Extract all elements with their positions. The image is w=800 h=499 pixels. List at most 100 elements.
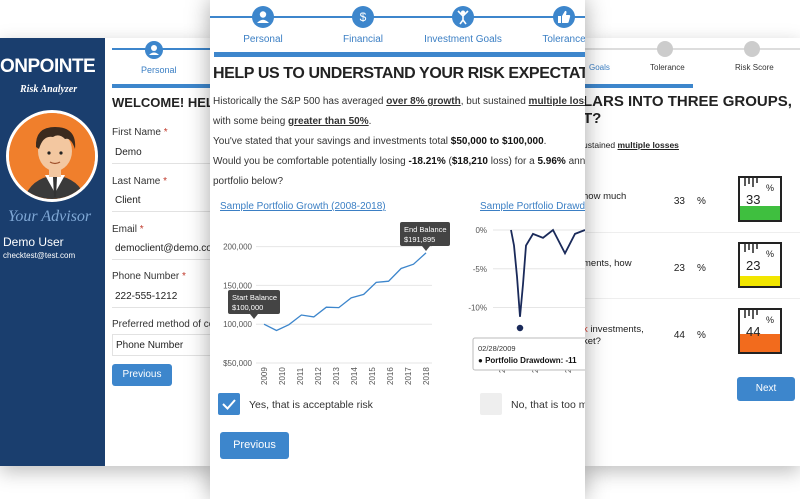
- accept-risk-checkbox[interactable]: [218, 393, 240, 415]
- right-heading-line2: T?: [583, 110, 602, 127]
- logo-subtitle: Risk Analyzer: [20, 84, 78, 95]
- company-logo: ONPOINTE: [0, 56, 96, 77]
- x-tick-label: 2012: [314, 367, 323, 385]
- left-progress-bar: [112, 84, 215, 88]
- first-name-input[interactable]: Demo: [112, 142, 212, 164]
- main-progress-bar: [214, 52, 585, 57]
- left-previous-button[interactable]: Previous: [112, 364, 172, 386]
- left-step-line: [112, 48, 215, 50]
- x-tick-label: 2017: [404, 367, 413, 385]
- tolerance-step-card: Personal $ Financial Investment Goals To…: [210, 0, 585, 499]
- thumbs-up-icon: [553, 6, 575, 28]
- drawdown-tooltip: 02/28/2009 ● Portfolio Drawdown: -11: [472, 337, 585, 371]
- gauge-fill-level: [740, 206, 780, 220]
- x-tick-label: 2010: [278, 367, 287, 385]
- row-divider: [583, 298, 800, 299]
- right-heading-line1: LARS INTO THREE GROUPS,: [583, 93, 792, 110]
- page-title: HELP US TO UNDERSTAND YOUR RISK EXPECTAT…: [213, 65, 585, 82]
- phone-input[interactable]: 222-555-1212: [112, 286, 212, 308]
- intro-line-1: Historically the S&P 500 has averaged ov…: [213, 96, 585, 107]
- drawdown-series-line: [510, 228, 585, 317]
- allocation-percent-input[interactable]: 33: [673, 196, 685, 207]
- question-line-2: portfolio below?: [213, 176, 284, 187]
- drawdown-tooltip-text: ● Portfolio Drawdown: -11: [478, 356, 577, 365]
- start-balance-label: Start Balance: [232, 293, 277, 302]
- risk-allocation-card: Goals Tolerance Risk Score LARS INTO THR…: [583, 38, 800, 466]
- right-step-tolerance-icon[interactable]: [657, 41, 673, 57]
- user-icon: [252, 6, 274, 28]
- right-step-risk-score-icon[interactable]: [744, 41, 760, 57]
- gauge-fill-level: [740, 276, 780, 286]
- percent-sign: %: [697, 196, 706, 207]
- x-tick-label: 2009: [260, 367, 269, 385]
- row-divider: [583, 232, 800, 233]
- y-tick-label: 200,000: [223, 243, 252, 252]
- email-input[interactable]: democlient@demo.com: [112, 238, 220, 260]
- step-investment-goals[interactable]: Investment Goals: [413, 6, 513, 45]
- phone-label: Phone Number *: [112, 271, 186, 282]
- next-button[interactable]: Next: [737, 377, 795, 401]
- advisor-avatar: [6, 110, 98, 202]
- user-email: checktest@test.com: [3, 251, 76, 260]
- left-step-label: Personal: [141, 65, 177, 75]
- drawdown-tooltip-date: 02/28/2009: [478, 344, 516, 353]
- y-tick-label: -10%: [468, 304, 487, 313]
- email-label: Email *: [112, 224, 144, 235]
- y-tick-label: -5%: [473, 265, 487, 274]
- allocation-row-label: ments, how: [583, 258, 632, 269]
- gauge-unit: %: [766, 249, 775, 259]
- advisor-sidebar: ONPOINTE Risk Analyzer Your Advisor Demo…: [0, 38, 105, 466]
- person-arms-up-icon: [452, 6, 474, 28]
- person-illustration-icon: [9, 113, 95, 199]
- gauge-fill-level: [740, 333, 780, 352]
- growth-chart-title[interactable]: Sample Portfolio Growth (2008-2018): [220, 201, 386, 212]
- last-name-input[interactable]: Client: [112, 190, 212, 212]
- right-step-tolerance-label: Tolerance: [650, 63, 685, 72]
- gauge-value: 44: [746, 324, 761, 339]
- savings-line: You've stated that your savings and inve…: [213, 136, 547, 147]
- dollar-icon: $: [352, 6, 374, 28]
- left-step-user-icon[interactable]: [145, 41, 163, 59]
- previous-button[interactable]: Previous: [220, 432, 289, 459]
- user-name: Demo User: [3, 235, 64, 249]
- contact-method-select[interactable]: Phone Number: [112, 334, 212, 356]
- right-step-goals-label: Goals: [589, 63, 610, 72]
- y-tick-label: $50,000: [223, 359, 252, 368]
- x-tick-label: 2013: [332, 367, 341, 385]
- question-line: Would you be comfortable potentially los…: [213, 156, 585, 167]
- x-tick-label: 2016: [386, 367, 395, 385]
- allocation-row-label-2: ket?: [583, 336, 601, 347]
- gauge-value: 23: [746, 258, 761, 273]
- x-tick-label: 2014: [350, 367, 359, 385]
- drawdown-chart-title[interactable]: Sample Portfolio Drawd: [480, 201, 585, 212]
- x-tick-label: 2015: [368, 367, 377, 385]
- allocation-row-label: how much: [583, 191, 627, 202]
- x-tick-label: 2011: [296, 367, 305, 385]
- step-tolerance[interactable]: Tolerance: [514, 6, 585, 45]
- step-personal[interactable]: Personal: [213, 6, 313, 45]
- percent-sign: %: [697, 263, 706, 274]
- allocation-row: k investments, ket? 44 % 44 %: [583, 300, 800, 364]
- y-tick-label: 100,000: [223, 320, 252, 329]
- reject-risk-checkbox[interactable]: [480, 393, 502, 415]
- gauge-value: 33: [746, 192, 761, 207]
- allocation-percent-input[interactable]: 23: [673, 263, 685, 274]
- start-balance-tooltip: Start Balance $100,000: [228, 290, 280, 319]
- drawdown-marker[interactable]: [515, 323, 525, 333]
- risk-gauge-icon: 44 %: [738, 308, 782, 354]
- risk-gauge-icon: 23 %: [738, 242, 782, 288]
- right-progress-bar: [583, 84, 693, 88]
- end-balance-label: End Balance: [404, 225, 447, 234]
- accept-risk-label[interactable]: Yes, that is acceptable risk: [249, 399, 373, 411]
- risk-gauge-icon: 33 %: [738, 176, 782, 222]
- step-label: Tolerance: [542, 34, 585, 45]
- gauge-unit: %: [766, 315, 775, 325]
- step-financial[interactable]: $ Financial: [313, 6, 413, 45]
- start-balance-value: $100,000: [232, 303, 263, 312]
- right-subtext: ustained multiple losses: [583, 140, 679, 150]
- end-balance-tooltip: End Balance $191,895: [400, 222, 450, 251]
- allocation-percent-input[interactable]: 44: [673, 330, 685, 341]
- reject-risk-label[interactable]: No, that is too m: [511, 399, 585, 411]
- step-label: Investment Goals: [424, 34, 502, 45]
